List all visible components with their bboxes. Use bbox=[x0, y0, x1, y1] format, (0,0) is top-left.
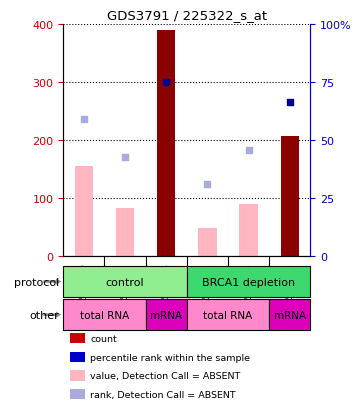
Bar bbox=[63, 266, 187, 297]
Bar bbox=[187, 266, 310, 297]
Point bbox=[163, 79, 169, 86]
Point bbox=[81, 117, 87, 123]
Bar bbox=[239, 204, 258, 256]
Bar bbox=[63, 299, 145, 330]
Bar bbox=[198, 228, 217, 256]
Point bbox=[246, 147, 252, 154]
Point bbox=[122, 154, 128, 161]
Title: GDS3791 / 225322_s_at: GDS3791 / 225322_s_at bbox=[107, 9, 267, 22]
Text: control: control bbox=[106, 277, 144, 287]
Text: total RNA: total RNA bbox=[203, 310, 253, 320]
Text: BRCA1 depletion: BRCA1 depletion bbox=[202, 277, 295, 287]
Bar bbox=[269, 299, 310, 330]
Point bbox=[287, 100, 293, 106]
Bar bbox=[116, 208, 134, 256]
Bar bbox=[145, 299, 187, 330]
Text: count: count bbox=[90, 334, 117, 343]
Bar bbox=[187, 299, 269, 330]
Bar bbox=[157, 31, 175, 256]
Text: rank, Detection Call = ABSENT: rank, Detection Call = ABSENT bbox=[90, 390, 236, 399]
Text: value, Detection Call = ABSENT: value, Detection Call = ABSENT bbox=[90, 371, 240, 380]
Text: percentile rank within the sample: percentile rank within the sample bbox=[90, 353, 250, 362]
Text: protocol: protocol bbox=[14, 277, 60, 287]
Bar bbox=[280, 136, 299, 256]
Text: mRNA: mRNA bbox=[150, 310, 182, 320]
Point bbox=[205, 182, 210, 188]
Text: other: other bbox=[30, 310, 60, 320]
Text: mRNA: mRNA bbox=[274, 310, 306, 320]
Text: total RNA: total RNA bbox=[80, 310, 129, 320]
Bar bbox=[74, 166, 93, 256]
